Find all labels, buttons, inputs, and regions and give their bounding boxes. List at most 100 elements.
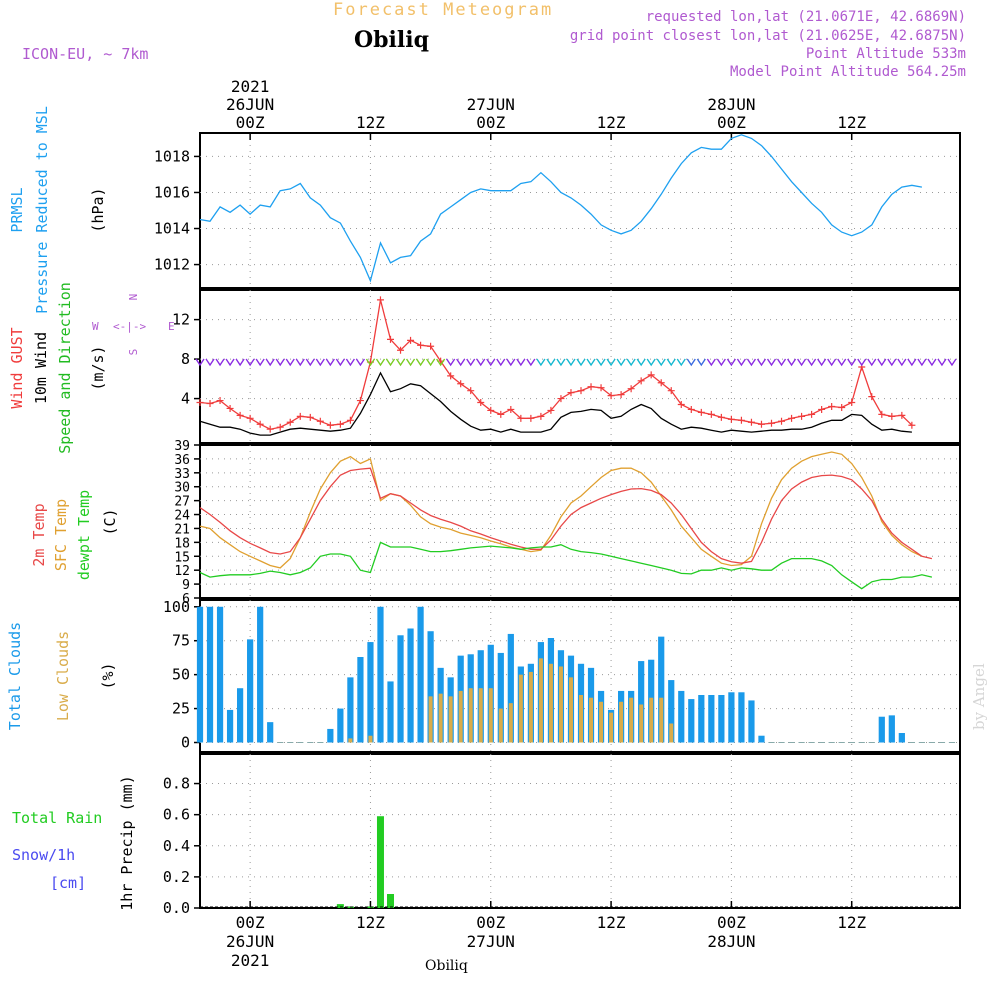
wind-direction-arrow xyxy=(235,358,245,367)
panel-frame-wind xyxy=(199,289,961,444)
gust-point xyxy=(216,397,224,405)
wind-direction-arrow xyxy=(686,358,696,367)
total-cloud-bar xyxy=(327,728,334,743)
wind-label: 10m Wind xyxy=(32,332,50,404)
wind-direction-arrow xyxy=(225,358,235,367)
gust-point xyxy=(577,387,585,395)
gust-point xyxy=(798,412,806,420)
gust-point xyxy=(326,421,334,429)
wind-direction-arrow xyxy=(436,358,446,367)
wind-direction-arrow xyxy=(947,358,957,367)
gust-point xyxy=(226,404,234,412)
total-cloud-bar xyxy=(748,700,755,743)
gust-point xyxy=(737,416,745,424)
gust-point xyxy=(647,371,655,379)
wind-direction-arrow xyxy=(305,358,315,367)
ytick-label: 25 xyxy=(172,700,190,718)
low-cloud-bar xyxy=(368,735,373,743)
total-cloud-bar xyxy=(497,652,504,743)
time-label-bottom: 2021 xyxy=(231,951,270,970)
precip-label: 1hr Precip (mm) xyxy=(118,775,136,910)
wind-direction-arrow xyxy=(195,358,205,367)
total-cloud-bar xyxy=(257,606,264,743)
time-label-bottom: 12Z xyxy=(837,913,866,932)
wind-direction-arrow xyxy=(726,358,736,367)
low-cloud-bar xyxy=(538,658,543,743)
total-cloud-bar xyxy=(758,735,765,743)
ytick-label: 24 xyxy=(174,509,190,524)
wind-direction-arrow xyxy=(807,358,817,367)
gust-point xyxy=(236,411,244,419)
total-cloud-bar xyxy=(688,699,695,743)
wind-direction-arrow xyxy=(616,358,626,367)
wind-direction-arrow xyxy=(706,358,716,367)
low-cloud-bar xyxy=(639,704,644,743)
total-cloud-bar xyxy=(247,639,254,743)
time-label-top: 00Z xyxy=(717,113,746,132)
axis-text: 1012101410161018481269121518212427303336… xyxy=(6,77,867,970)
ytick-label: 9 xyxy=(182,578,190,593)
gust-point xyxy=(246,414,254,422)
wind-direction-arrow xyxy=(626,358,636,367)
low-cloud-bar xyxy=(629,697,634,743)
wind-direction-arrow xyxy=(355,358,366,367)
gust-point xyxy=(627,385,635,393)
wind-direction-arrow xyxy=(586,358,596,367)
wind-dir-label: Speed and Direction xyxy=(56,282,74,454)
gust-point xyxy=(717,413,725,421)
gust-point xyxy=(838,403,846,411)
wind-direction-arrow xyxy=(646,358,656,367)
low-cloud-bar xyxy=(488,688,493,743)
footer-location: Obiliq xyxy=(425,958,468,974)
wind-direction-arrow xyxy=(917,358,927,367)
ytick-label: 27 xyxy=(174,495,190,510)
gust-point xyxy=(878,410,886,418)
rain-bar xyxy=(376,816,384,908)
total-cloud-bar xyxy=(236,688,244,743)
low-cloud-bar xyxy=(649,697,654,743)
wind-direction-arrow xyxy=(405,358,416,367)
ytick-label: 1018 xyxy=(154,147,190,165)
gust-point xyxy=(376,296,384,304)
wind-direction-arrow xyxy=(847,358,857,367)
gust-point xyxy=(346,416,354,424)
chart-title: Forecast Meteogram xyxy=(333,0,554,20)
total-cloud-bar xyxy=(357,657,364,743)
total-cloud-bar xyxy=(698,695,705,743)
clouds-unit: (%) xyxy=(99,662,117,689)
low-cloud-bar xyxy=(528,671,533,743)
wind-direction-arrow xyxy=(556,358,566,367)
wind-direction-arrow xyxy=(786,358,797,367)
gust-point xyxy=(687,405,695,413)
gust-point xyxy=(306,413,314,421)
gust-point xyxy=(407,336,415,344)
wind-direction-arrow xyxy=(245,358,255,367)
time-label-bottom: 12Z xyxy=(356,913,385,932)
total-cloud-bar xyxy=(678,690,685,743)
total-cloud-bar xyxy=(367,642,374,743)
time-label-bottom: 00Z xyxy=(717,913,746,932)
total-cloud-bar xyxy=(708,695,715,743)
wind-direction-arrow xyxy=(576,358,586,367)
panel-frame-pressure xyxy=(199,132,961,289)
gust-line xyxy=(199,299,913,430)
gust-point xyxy=(607,392,615,400)
total-clouds-label: Total Clouds xyxy=(6,622,24,730)
wind-direction-arrow xyxy=(927,358,937,367)
pressure-label-1: PRMSL xyxy=(8,187,26,232)
wind-direction-arrow xyxy=(937,358,947,367)
panel-frame-temperature xyxy=(199,444,961,599)
compass-south: S xyxy=(127,349,140,356)
ytick-label: 39 xyxy=(174,439,190,454)
location-title: Obiliq xyxy=(354,27,430,53)
low-cloud-bar xyxy=(478,688,483,743)
wind-direction-arrow xyxy=(275,358,285,367)
wind-direction-arrow xyxy=(516,358,526,367)
wind-direction-arrow xyxy=(797,358,807,367)
low-cloud-bar xyxy=(468,688,473,743)
wind-direction-arrow xyxy=(446,358,456,367)
gust-point xyxy=(667,387,675,395)
gust-point xyxy=(286,418,294,426)
ytick-label: 36 xyxy=(174,453,190,468)
